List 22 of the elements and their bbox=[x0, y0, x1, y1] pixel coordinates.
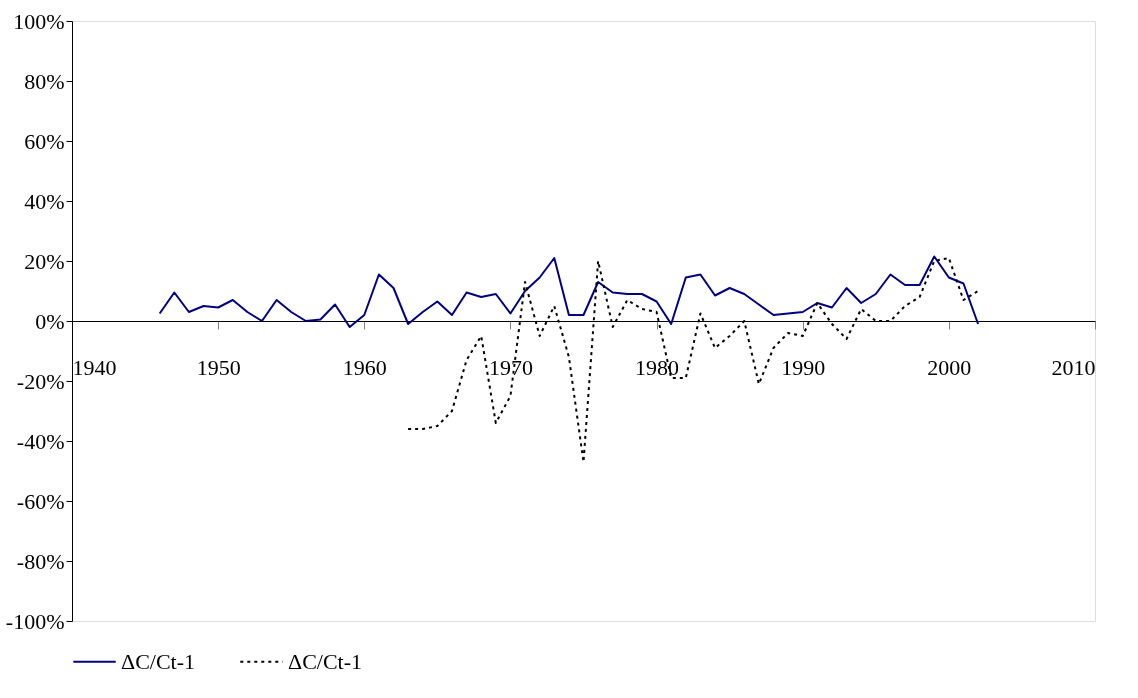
x-tick-label: 2000 bbox=[927, 354, 972, 380]
y-tick-label: -100% bbox=[5, 608, 65, 634]
y-tick-label: -80% bbox=[16, 548, 65, 574]
legend-label: ΔC/Ct-1 bbox=[288, 648, 363, 674]
x-tick-label: 1990 bbox=[781, 354, 826, 380]
x-tick-label: 1960 bbox=[342, 354, 387, 380]
y-tick-label: 80% bbox=[24, 68, 65, 94]
y-tick-label: 40% bbox=[24, 188, 65, 214]
y-tick-label: -60% bbox=[16, 488, 65, 514]
legend-label: ΔC/Ct-1 bbox=[121, 648, 196, 674]
x-tick-label: 1950 bbox=[196, 354, 241, 380]
x-tick-label: 1940 bbox=[72, 354, 117, 380]
line-series bbox=[158, 255, 980, 328]
y-tick-label: 0% bbox=[35, 308, 65, 334]
y-tick-label: 20% bbox=[24, 248, 65, 274]
x-tick-label: 2010 bbox=[1051, 354, 1096, 380]
y-tick-label: -20% bbox=[16, 368, 65, 394]
y-tick-label: 100% bbox=[13, 8, 65, 34]
x-tick-label: 1970 bbox=[488, 354, 533, 380]
y-tick-label: 60% bbox=[24, 128, 65, 154]
x-tick-label: 1980 bbox=[635, 354, 680, 380]
y-tick-label: -40% bbox=[16, 428, 65, 454]
